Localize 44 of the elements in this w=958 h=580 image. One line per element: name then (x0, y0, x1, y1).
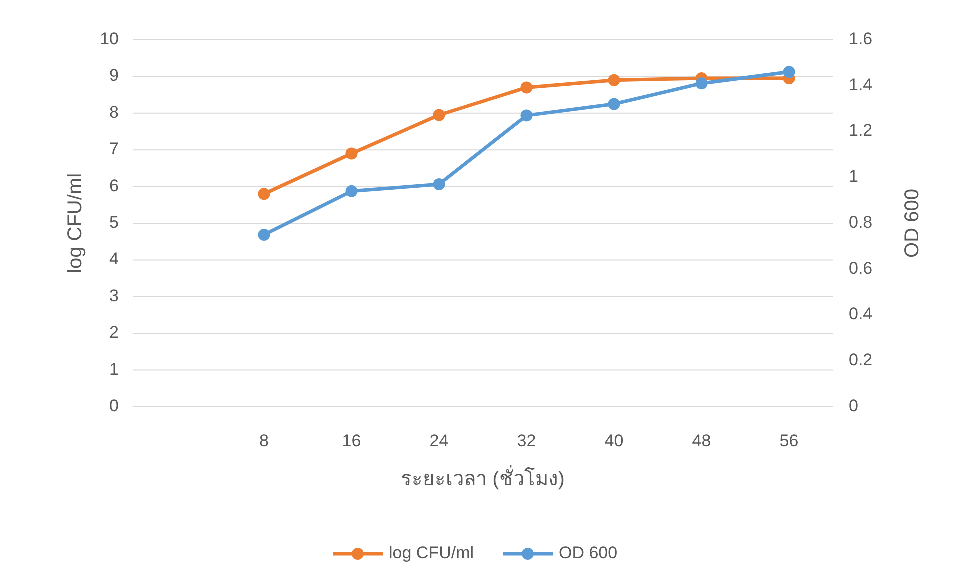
y2-tick-label: 1 (849, 167, 858, 186)
x-tick-label: 32 (517, 431, 536, 450)
y-tick-label: 6 (110, 176, 119, 196)
legend-label: OD 600 (559, 543, 618, 562)
point (433, 109, 446, 122)
x-axis-title: ระยะเวลา (ชั่วโมง) (401, 464, 565, 490)
point (520, 110, 533, 122)
y-tick-label: 2 (110, 323, 119, 342)
point (258, 228, 270, 241)
point (696, 78, 708, 90)
point (608, 98, 620, 110)
y2-tick-label: 0.8 (849, 212, 873, 232)
y-tick-label: 1 (110, 360, 119, 379)
x-tick-label: 16 (342, 431, 362, 450)
y2-tick-label: 1.4 (849, 75, 873, 94)
point (520, 82, 533, 94)
point (783, 66, 796, 78)
y-tick-label: 8 (110, 102, 119, 122)
point (346, 185, 358, 198)
y-tick-label: 7 (110, 140, 119, 159)
y-tick-label: 9 (110, 66, 119, 86)
legend-label: log CFU/ml (389, 543, 474, 562)
x-tick-label: 40 (604, 431, 624, 450)
x-tick-label: 24 (430, 431, 449, 450)
y2-tick-label: 1.2 (849, 121, 873, 140)
y2-tick-label: 1.6 (849, 29, 873, 48)
x-tick-label: 48 (692, 431, 712, 450)
y-axis-title: log CFU/ml (64, 173, 86, 274)
y2-tick-label: 0.2 (849, 350, 873, 370)
x-tick-label: 8 (260, 431, 269, 450)
point (258, 188, 270, 200)
point (433, 178, 446, 191)
y-tick-label: 3 (110, 286, 119, 306)
y-tick-label: 5 (110, 212, 119, 232)
y-tick-label: 4 (110, 250, 119, 269)
y2-tick-label: 0 (849, 396, 858, 416)
point (346, 148, 358, 160)
y2-axis-title: OD 600 (901, 189, 924, 258)
y2-tick-label: 0.6 (849, 258, 873, 278)
y2-tick-label: 0.4 (849, 304, 873, 324)
x-tick-label: 56 (780, 431, 799, 450)
y-tick-label: 10 (100, 29, 119, 48)
point (608, 74, 620, 86)
y-tick-label: 0 (110, 396, 119, 416)
